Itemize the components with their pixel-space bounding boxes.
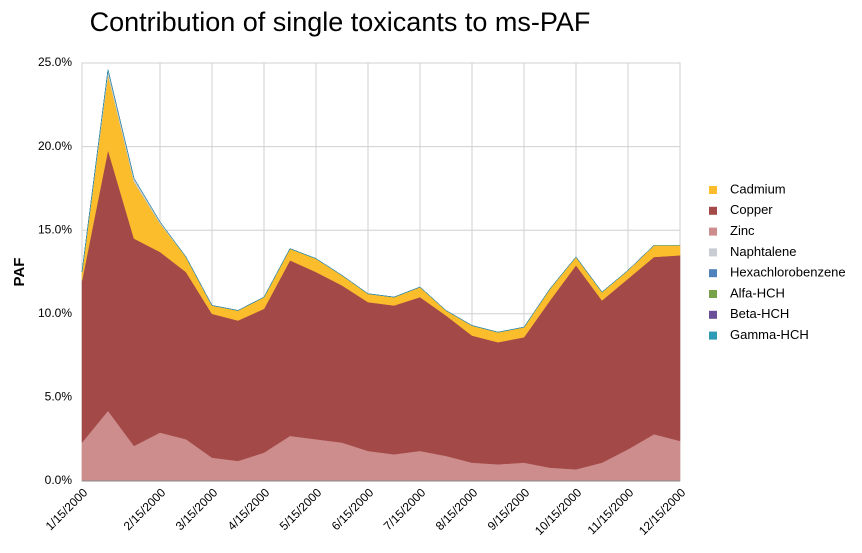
legend-swatch xyxy=(709,290,717,298)
legend-swatch xyxy=(709,248,717,257)
legend-label: Alfa-HCH xyxy=(730,285,785,300)
y-tick-label: 20.0% xyxy=(38,139,72,153)
x-tick-label: 4/15/2000 xyxy=(225,485,273,533)
legend-swatch xyxy=(709,269,717,278)
legend-label: Gamma-HCH xyxy=(730,327,809,342)
x-tick-label: 3/15/2000 xyxy=(173,485,221,533)
legend-swatch xyxy=(709,206,717,215)
area xyxy=(81,69,680,333)
legend-label: Naphtalene xyxy=(730,244,797,259)
x-tick-label: 2/15/2000 xyxy=(121,485,169,533)
x-tick-label: 12/15/2000 xyxy=(636,485,689,538)
y-axis-label: PAF xyxy=(11,258,28,287)
legend-swatch xyxy=(709,331,717,340)
legend-label: Copper xyxy=(730,202,773,217)
legend-label: Cadmium xyxy=(730,181,786,196)
legend-swatch xyxy=(709,227,717,236)
x-tick-label: 11/15/2000 xyxy=(585,485,637,537)
y-tick-label: 25.0% xyxy=(38,55,72,69)
legend-label: Zinc xyxy=(730,223,755,238)
x-tick-label: 1/15/2000 xyxy=(43,485,91,533)
legend-label: Hexachlorobenzene xyxy=(730,265,846,280)
y-tick-label: 10.0% xyxy=(38,306,72,320)
x-tick-label: 10/15/2000 xyxy=(532,485,585,538)
x-tick-label: 7/15/2000 xyxy=(381,485,429,533)
x-tick-label: 9/15/2000 xyxy=(485,485,533,533)
y-tick-label: 15.0% xyxy=(38,222,72,236)
y-tick-label: 5.0% xyxy=(45,390,73,404)
legend-label: Beta-HCH xyxy=(730,306,789,321)
legend-swatch xyxy=(709,310,717,319)
x-tick-label: 8/15/2000 xyxy=(433,485,481,533)
legend-swatch xyxy=(709,186,717,194)
x-tick-label: 6/15/2000 xyxy=(329,485,377,533)
x-tick-label: 5/15/2000 xyxy=(277,485,325,533)
y-tick-label: 0.0% xyxy=(45,473,73,487)
area xyxy=(81,149,681,470)
chart-title: Contribution of single toxicants to ms-P… xyxy=(90,7,591,37)
